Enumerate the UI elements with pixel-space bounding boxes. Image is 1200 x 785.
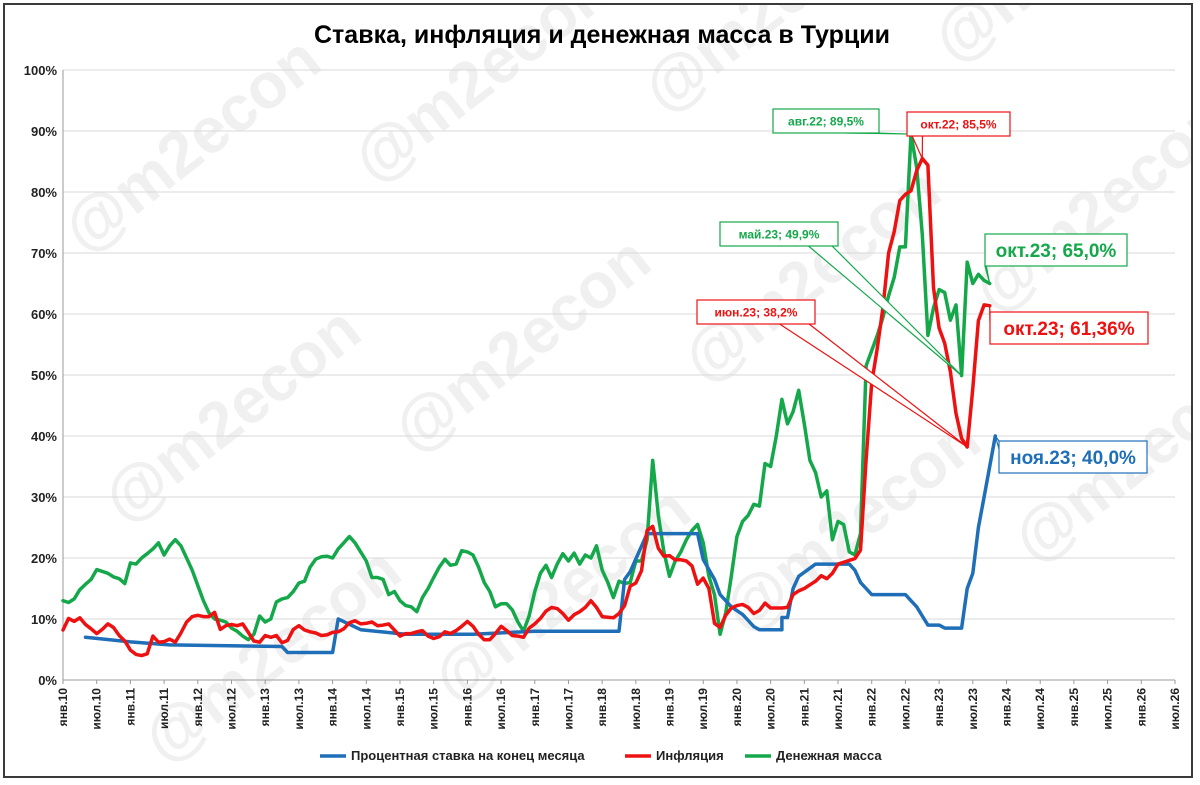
- x-tick-label: янв.20: [730, 688, 744, 727]
- x-tick-label: июл.11: [157, 688, 171, 729]
- y-tick-label: 100%: [24, 63, 58, 78]
- x-tick-label: июл.19: [696, 688, 710, 730]
- annotation-label: окт.23; 61,36%: [1003, 319, 1134, 340]
- chart-frame: @m2econ @m2econ @m2econ @m2econ @m2econ @m2ec…: [3, 3, 1193, 778]
- annotation-label: июн.23; 38,2%: [715, 305, 798, 319]
- x-tick-label: янв.17: [528, 688, 542, 727]
- chart-title: Ставка, инфляция и денежная масса в Турц…: [314, 21, 890, 49]
- x-tick-label: янв.16: [460, 688, 474, 727]
- annotation-box: [998, 440, 1148, 474]
- annotation-leader: [808, 245, 963, 377]
- x-tick-label: янв.19: [663, 688, 677, 727]
- annotation-box: [719, 221, 839, 247]
- annotation-leader: [911, 135, 924, 159]
- annotation-label: окт.23; 65,0%: [996, 241, 1117, 262]
- y-tick-label: 0%: [38, 673, 57, 688]
- legend-label: Процентная ставка на конец месяца: [351, 748, 585, 763]
- y-tick-label: 90%: [31, 124, 57, 139]
- chart-canvas: @m2econ @m2econ@m2econ @m2econ @m2econ @m2ec…: [24, 5, 1191, 776]
- series-line-1: [61, 156, 992, 658]
- x-tick-label: июл.14: [359, 688, 373, 730]
- x-tick-label: янв.13: [258, 688, 272, 727]
- x-tick-label: июл.18: [629, 688, 643, 730]
- annotation-layer: авг.22; 89,5% окт.22; 85,5% май.23; 49,9% о…: [696, 108, 1149, 474]
- annotation-box: [696, 299, 816, 325]
- x-tick-label: янв.18: [595, 688, 609, 727]
- x-tick-label: янв.23: [932, 688, 946, 727]
- y-tick-label: 10%: [31, 612, 57, 627]
- legend-label: Денежная масса: [776, 748, 882, 763]
- x-tick-label: янв.24: [1000, 688, 1014, 727]
- x-tick-label: июл.13: [292, 688, 306, 730]
- x-tick-label: янв.22: [865, 688, 879, 727]
- annotation-box: [984, 233, 1128, 267]
- x-tick-label: июл.24: [1033, 688, 1047, 730]
- annotation-leader: [779, 323, 968, 448]
- x-tick-label: июл.15: [427, 688, 441, 730]
- watermark-text: @m2econ: [129, 532, 413, 776]
- y-tick-label: 70%: [31, 246, 57, 261]
- x-tick-label: янв.15: [393, 688, 407, 727]
- grid-layer: [63, 69, 1175, 620]
- watermark-text: @m2econ: [379, 222, 663, 466]
- watermark-text: @m2econ: [919, 5, 1191, 76]
- axis-layer: 0% 10% 20% 30% 40% 50% 60% 70% 80% 90% 100% янв.10 и…: [24, 63, 1182, 730]
- x-tick-label: янв.14: [326, 688, 340, 727]
- chart-legend: Процентная ставка на конец месяца Инфляци…: [320, 748, 882, 763]
- annotation-label: окт.22; 85,5%: [920, 117, 997, 131]
- x-tick-label: июл.25: [1101, 688, 1115, 730]
- x-tick-label: июл.22: [898, 688, 912, 730]
- x-tick-label: июл.23: [966, 688, 980, 730]
- annotation-label: май.23; 49,9%: [739, 227, 820, 241]
- x-tick-label: янв.11: [123, 688, 137, 726]
- legend-label: Инфляция: [656, 748, 724, 763]
- x-tick-label: янв.26: [1134, 688, 1148, 727]
- x-tick-label: июл.17: [561, 688, 575, 730]
- watermark-text: @m2econ: [49, 22, 333, 266]
- y-tick-label: 30%: [31, 490, 57, 505]
- annotation-box: [906, 111, 1011, 137]
- x-tick-label: июл.10: [90, 688, 104, 730]
- annotation-box: [772, 108, 880, 134]
- x-tick-label: янв.25: [1067, 688, 1081, 727]
- series-layer: [61, 132, 998, 658]
- y-tick-label: 80%: [31, 185, 57, 200]
- x-tick-label: янв.10: [56, 688, 70, 727]
- watermark-text: @m2econ: [419, 472, 703, 716]
- x-tick-label: июл.12: [224, 688, 238, 730]
- y-tick-label: 50%: [31, 368, 57, 383]
- annotation-leader: [994, 435, 1000, 450]
- x-tick-label: июл.20: [764, 688, 778, 730]
- y-tick-label: 40%: [31, 429, 57, 444]
- y-tick-label: 60%: [31, 307, 57, 322]
- watermark-layer: @m2econ @m2econ@m2econ @m2econ @m2econ @m2ec…: [49, 5, 1191, 776]
- annotation-label: авг.22; 89,5%: [788, 114, 864, 128]
- watermark-text: @m2econ: [89, 292, 373, 536]
- x-tick-label: янв.21: [797, 688, 811, 727]
- annotation-box: [989, 311, 1149, 345]
- y-tick-label: 20%: [31, 551, 57, 566]
- x-tick-label: июл.21: [831, 688, 845, 730]
- annotation-leader: [984, 259, 991, 284]
- x-tick-label: июл.16: [494, 688, 508, 730]
- annotation-label: ноя.23; 40,0%: [1010, 448, 1136, 469]
- x-tick-label: янв.12: [191, 688, 205, 727]
- x-tick-label: июл.26: [1168, 688, 1182, 730]
